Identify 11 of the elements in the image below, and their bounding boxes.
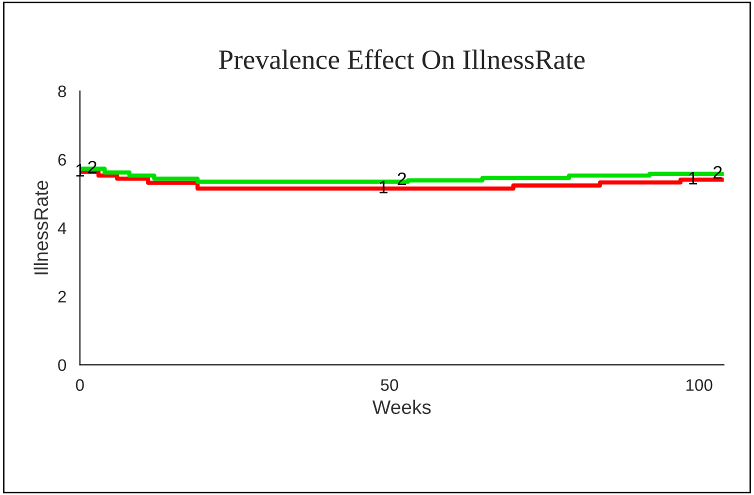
y-tick-label: 4 [58, 222, 66, 234]
x-tick-label: 100 [686, 379, 712, 391]
x-tick-label: 0 [76, 379, 84, 391]
x-axis-title: Weeks [372, 400, 431, 414]
y-tick-label: 0 [58, 359, 66, 372]
y-tick-label: 2 [58, 290, 66, 302]
chart-title: Prevalence Effect On IllnessRate [218, 49, 585, 70]
y-tick-label: 8 [58, 85, 66, 98]
x-tick-label: 50 [380, 379, 398, 391]
y-tick-label: 6 [58, 154, 66, 166]
y-axis-title: IllnessRate [34, 180, 48, 274]
